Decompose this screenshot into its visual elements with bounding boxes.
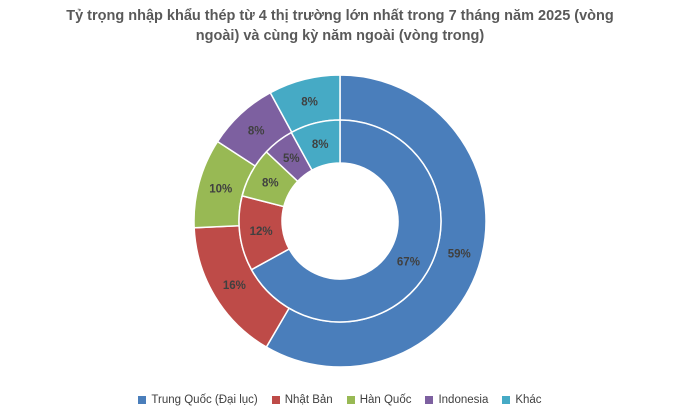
outer-label-khac: 8% xyxy=(301,96,318,108)
legend-label: Khác xyxy=(515,394,542,406)
inner-slice-khac xyxy=(290,119,341,172)
legend-label: Nhật Bản xyxy=(284,394,333,406)
inner-ring xyxy=(238,119,442,323)
legend-swatch xyxy=(138,396,147,404)
inner-label-nhat-ban: 12% xyxy=(250,226,273,238)
legend-item-indonesia: Indonesia xyxy=(425,394,488,406)
legend-item-trung-quoc: Trung Quốc (Đại lục) xyxy=(138,394,258,406)
legend-swatch xyxy=(271,396,280,404)
inner-label-indonesia: 5% xyxy=(283,153,300,165)
inner-label-trung-quoc-dai-luc: 67% xyxy=(397,256,420,268)
slice-labels: 59% 16% 10% 8% 8% 67% 12% 8% 5% 8% xyxy=(209,96,470,292)
legend-item-han-quoc: Hàn Quốc xyxy=(346,394,412,406)
legend-swatch xyxy=(502,396,511,404)
outer-ring xyxy=(193,74,487,368)
outer-label-trung-quoc-dai-luc: 59% xyxy=(448,248,471,260)
legend-swatch xyxy=(346,396,355,404)
legend-item-khac: Khác xyxy=(502,394,542,406)
chart-title-line-1: Tỷ trọng nhập khẩu thép từ 4 thị trường … xyxy=(66,8,614,24)
chart-title: Tỷ trọng nhập khẩu thép từ 4 thị trường … xyxy=(40,6,640,46)
inner-label-han-quoc: 8% xyxy=(262,178,279,190)
inner-slice-trung-quoc-dai-luc xyxy=(250,119,442,323)
outer-label-indonesia: 8% xyxy=(248,125,265,137)
chart-title-line-2: ngoài) và cùng kỳ năm ngoài (vòng trong) xyxy=(195,28,485,44)
legend-label: Trung Quốc (Đại lục) xyxy=(151,394,258,406)
legend-label: Hàn Quốc xyxy=(359,394,412,406)
outer-label-han-quoc: 10% xyxy=(209,184,232,196)
legend: Trung Quốc (Đại lục) Nhật Bản Hàn Quốc I… xyxy=(0,394,680,406)
outer-label-nhat-ban: 16% xyxy=(223,280,246,292)
inner-label-khac: 8% xyxy=(312,139,329,151)
legend-label: Indonesia xyxy=(438,394,489,406)
legend-swatch xyxy=(425,396,434,404)
legend-item-nhat-ban: Nhật Bản xyxy=(271,394,333,406)
